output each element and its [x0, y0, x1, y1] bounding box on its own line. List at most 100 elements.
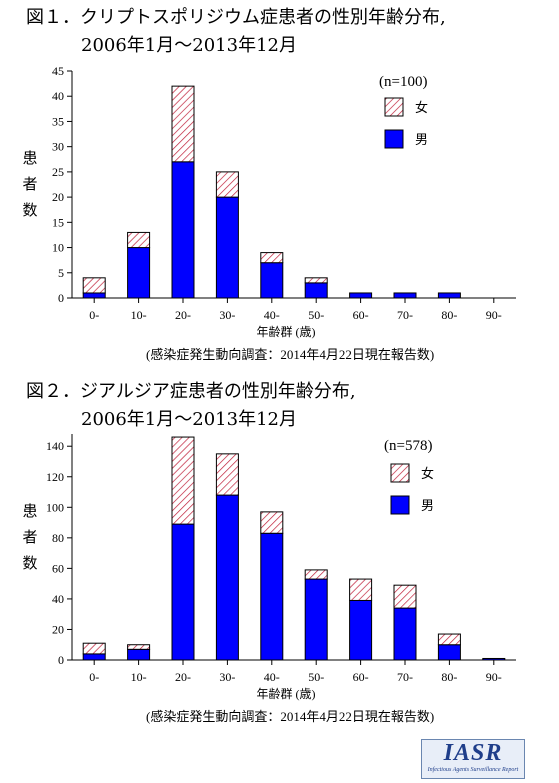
bar-female-0: [82, 277, 106, 294]
y-axis-label-char: 者: [22, 176, 37, 193]
bar-male-40: [260, 532, 284, 661]
x-tick-label: 20-: [175, 670, 191, 684]
bar-male-40: [260, 262, 284, 299]
figure1-chart: 0 5 10 15 20 25 30 35 40 45 0- 10- 20- 30- 40- 50- 60- 70…: [22, 64, 516, 362]
y-tick-label: 5: [58, 266, 64, 280]
x-tick-label: 90-: [486, 670, 502, 684]
x-tick-label: 70-: [397, 308, 413, 322]
figure2-title-line1: 図２．ジアルジア症患者の性別年齢分布,: [26, 381, 356, 402]
legend-swatch-female: [390, 463, 410, 483]
y-tick-label: 40: [52, 89, 64, 103]
y-tick-label: 35: [52, 114, 64, 128]
bar-male-70: [393, 292, 417, 299]
figure1-title: 図１．クリプトスポリジウム症患者の性別年齢分布, 2006年1月～2013年12…: [26, 4, 446, 60]
bar-female-70: [393, 584, 417, 609]
y-axis-label-char: 者: [22, 529, 37, 546]
bar-male-0: [82, 292, 106, 299]
y-tick-label: 100: [46, 500, 64, 514]
legend-swatch-male: [384, 129, 404, 149]
y-tick-label: 40: [52, 592, 64, 606]
x-tick-label: 80-: [441, 308, 457, 322]
y-tick-label: 10: [52, 241, 64, 255]
source-note: (感染症発生動向調査：2014年4月22日現在報告数): [146, 709, 434, 724]
y-tick-label: 20: [52, 190, 64, 204]
bar-male-50: [304, 282, 328, 299]
sample-size-label: (n=100): [379, 74, 427, 90]
bar-female-10: [127, 231, 151, 249]
figure2-title-line2: 2006年1月～2013年12月: [81, 409, 297, 430]
x-axis-label: 年齢群 (歳): [257, 324, 316, 339]
y-axis-label-char: 数: [22, 555, 37, 572]
bar-male-0: [82, 653, 106, 661]
source-note: (感染症発生動向調査：2014年4月22日現在報告数): [146, 347, 434, 362]
bar-male-30: [215, 196, 239, 299]
y-tick-label: 30: [52, 140, 64, 154]
bar-female-50: [304, 569, 328, 580]
x-tick-label: 0-: [89, 670, 99, 684]
y-tick-label: 60: [52, 561, 64, 575]
bar-male-70: [393, 607, 417, 661]
x-tick-label: 0-: [89, 308, 99, 322]
bar-male-80: [437, 644, 461, 661]
x-tick-label: 10-: [131, 670, 147, 684]
y-tick-label: 140: [46, 439, 64, 453]
bar-female-10: [127, 644, 151, 650]
iasr-logo: IASR Infectious Agents Surveillance Repo…: [421, 739, 525, 779]
y-tick-label: 80: [52, 531, 64, 545]
iasr-logo-subtext: Infectious Agents Surveillance Report: [427, 767, 519, 773]
bar-male-50: [304, 578, 328, 661]
figure1-title-line2: 2006年1月～2013年12月: [81, 35, 297, 56]
y-tick-label: 15: [52, 215, 64, 229]
legend-label-female: 女: [415, 100, 428, 115]
x-tick-label: 30-: [219, 308, 235, 322]
x-tick-label: 50-: [308, 308, 324, 322]
y-axis-label-char: 患: [22, 503, 37, 520]
bar-male-20: [171, 523, 195, 661]
y-tick-label: 20: [52, 622, 64, 636]
y-tick-label: 120: [46, 470, 64, 484]
bar-female-20: [171, 85, 195, 163]
x-tick-label: 90-: [486, 308, 502, 322]
figure2-title: 図２．ジアルジア症患者の性別年齢分布, 2006年1月～2013年12月: [26, 378, 356, 434]
x-tick-label: 60-: [353, 308, 369, 322]
bar-male-10: [127, 648, 151, 661]
bar-male-60: [349, 599, 373, 661]
x-tick-label: 70-: [397, 670, 413, 684]
legend-swatch-male: [390, 495, 410, 515]
bar-female-20: [171, 436, 195, 525]
legend-label-male: 男: [421, 498, 434, 513]
legend-swatch-female: [384, 97, 404, 117]
bar-female-0: [82, 642, 106, 655]
bar-male-30: [215, 494, 239, 661]
sample-size-label: (n=578): [384, 438, 432, 454]
bar-male-60: [349, 292, 373, 299]
x-tick-label: 80-: [441, 670, 457, 684]
bar-male-10: [127, 247, 151, 299]
y-tick-label: 45: [52, 64, 64, 78]
bar-male-80: [437, 292, 461, 299]
x-tick-label: 20-: [175, 308, 191, 322]
x-tick-label: 40-: [264, 670, 280, 684]
bar-female-60: [349, 578, 373, 601]
y-tick-label: 0: [58, 653, 64, 667]
x-tick-label: 40-: [264, 308, 280, 322]
x-tick-label: 30-: [219, 670, 235, 684]
legend-label-male: 男: [415, 132, 428, 147]
bar-female-30: [215, 453, 239, 496]
bar-female-40: [260, 252, 284, 264]
y-axis-label-char: 数: [22, 202, 37, 219]
bar-female-50: [304, 277, 328, 284]
x-tick-label: 60-: [353, 670, 369, 684]
x-tick-label: 10-: [131, 308, 147, 322]
x-tick-label: 50-: [308, 670, 324, 684]
bar-female-40: [260, 511, 284, 534]
x-axis-label: 年齢群 (歳): [257, 686, 316, 701]
figure1-title-line1: 図１．クリプトスポリジウム症患者の性別年齢分布,: [26, 7, 446, 28]
figure2-chart: 0 20 40 60 80 100 120 140 0- 10- 20- 30- 40- 50- 60- 70…: [22, 434, 516, 724]
bar-female-80: [437, 633, 461, 646]
bar-male-20: [171, 161, 195, 299]
iasr-logo-text: IASR: [443, 740, 503, 766]
bar-female-30: [215, 171, 239, 198]
y-axis-label-char: 患: [22, 150, 37, 167]
y-tick-label: 0: [58, 291, 64, 305]
